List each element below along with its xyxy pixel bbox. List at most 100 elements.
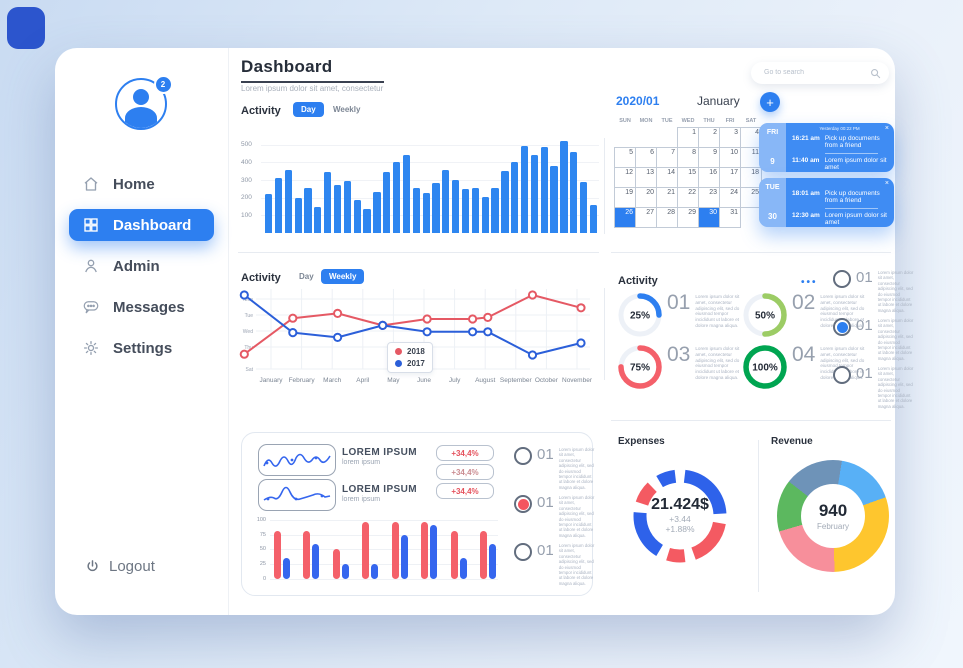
axis-tick-label: 0 xyxy=(262,576,266,582)
home-icon xyxy=(82,175,100,193)
logout-button[interactable]: Logout xyxy=(85,558,155,575)
calendar-day[interactable]: 2 xyxy=(698,127,720,148)
sidebar-item-label: Messages xyxy=(113,298,185,316)
bar-blue xyxy=(459,557,467,579)
expenses-donut-chart xyxy=(633,469,727,563)
svg-text:March: March xyxy=(323,377,341,384)
sidebar-item-home[interactable]: Home xyxy=(69,168,214,200)
notification-date: 9 xyxy=(770,157,775,166)
item-description: Lorem ipsum dolor sit amet, consectetur … xyxy=(877,366,914,409)
notification-card[interactable]: TUE 30 × 18:01 am Pick up documents from a f… xyxy=(759,178,894,227)
bar xyxy=(589,204,598,233)
gauge-ring: 25% xyxy=(618,293,662,337)
bar-red xyxy=(362,521,370,579)
calendar-day[interactable]: 28 xyxy=(656,207,678,228)
calendar-day[interactable]: 9 xyxy=(698,147,720,168)
radio-dot xyxy=(836,321,848,333)
calendar-day[interactable]: 1 xyxy=(677,127,699,148)
notification-text-col: Pick up documents from a friend xyxy=(824,190,887,209)
calendar-day[interactable]: 16 xyxy=(698,167,720,188)
calendar-day[interactable]: 26 xyxy=(614,207,636,228)
calendar-day[interactable]: 29 xyxy=(677,207,699,228)
calendar-day[interactable]: 6 xyxy=(635,147,657,168)
radio-circle[interactable] xyxy=(514,543,532,561)
bar-red xyxy=(303,530,311,579)
radio-dot xyxy=(517,498,529,510)
calendar-day-header: THU xyxy=(703,118,715,124)
close-icon[interactable]: × xyxy=(884,125,889,132)
calendar-day[interactable]: 24 xyxy=(719,187,741,208)
radio-circle[interactable] xyxy=(833,366,851,384)
calendar-day[interactable]: 12 xyxy=(614,167,636,188)
line-chart-legend: 2018 2017 xyxy=(387,342,433,373)
bar xyxy=(501,171,509,233)
calendar-day[interactable]: 13 xyxy=(635,167,657,188)
sidebar-item-admin[interactable]: Admin xyxy=(69,250,214,282)
axis-tick-label: 100 xyxy=(241,211,252,219)
sidebar-item-dashboard[interactable]: Dashboard xyxy=(69,209,214,241)
gridline xyxy=(270,564,498,566)
close-icon[interactable]: × xyxy=(884,180,889,187)
svg-text:July: July xyxy=(449,377,461,384)
notification-text: Lorem ipsum dolor sit amet xyxy=(824,157,887,171)
sidebar-nav: Home Dashboard Admin Messages Settings xyxy=(55,168,228,364)
calendar-day[interactable]: 19 xyxy=(614,187,636,208)
item-number: 01 xyxy=(856,317,873,334)
card-radio-list: 01 Lorem ipsum dolor sit amet, consectetu… xyxy=(514,447,594,587)
svg-text:100%: 100% xyxy=(752,363,778,374)
legend-dot-2018 xyxy=(395,348,402,355)
dashboard-card: 2 Home Dashboard Admin Messages Settings Log… xyxy=(55,48,913,615)
change-badge: +34,4% xyxy=(436,483,494,499)
svg-text:February: February xyxy=(289,377,316,384)
calendar-day[interactable]: 31 xyxy=(719,207,741,228)
calendar-day[interactable]: 8 xyxy=(677,147,699,168)
activity-daily-day-toggle[interactable]: Day xyxy=(293,102,324,117)
notification-day-column: TUE 30 xyxy=(759,178,786,227)
calendar-day[interactable]: 22 xyxy=(677,187,699,208)
calendar-day[interactable]: 5 xyxy=(614,147,636,168)
bar-blue xyxy=(371,564,379,579)
svg-text:Thu: Thu xyxy=(244,345,253,351)
axis-tick-label: 25 xyxy=(259,561,266,568)
calendar-day[interactable]: 3 xyxy=(719,127,741,148)
calendar-day[interactable]: 17 xyxy=(719,167,741,188)
svg-text:May: May xyxy=(387,377,400,384)
calendar-empty-cell xyxy=(636,128,657,148)
item-number: 01 xyxy=(537,542,554,559)
search-input[interactable] xyxy=(751,61,889,84)
search-icon xyxy=(870,66,881,79)
radio-circle[interactable] xyxy=(833,270,851,288)
calendar-day[interactable]: 23 xyxy=(698,187,720,208)
avatar[interactable]: 2 xyxy=(114,75,173,132)
radio-circle[interactable] xyxy=(833,318,851,336)
gauge-description: Lorem ipsum dolor sit amet, consectetur … xyxy=(695,294,740,328)
radio-list-item: 01 Lorem ipsum dolor sit amet, consectetu… xyxy=(833,366,914,409)
sidebar-item-messages[interactable]: Messages xyxy=(69,291,214,323)
calendar-day[interactable]: 27 xyxy=(635,207,657,228)
activity-weekly-day-toggle[interactable]: Day xyxy=(299,272,314,281)
axis-tick-label: 300 xyxy=(241,176,252,184)
calendar-day[interactable]: 30 xyxy=(698,207,720,228)
revenue-donut-chart: 940 February xyxy=(777,460,889,572)
bar xyxy=(461,188,470,233)
radio-circle[interactable] xyxy=(514,495,532,513)
bar-pairs xyxy=(274,511,496,579)
svg-text:April: April xyxy=(356,377,370,384)
activity-daily-weekly-toggle[interactable]: Weekly xyxy=(333,105,361,114)
panel-menu-dots-icon[interactable]: ••• xyxy=(801,277,818,288)
add-event-button[interactable]: + xyxy=(760,92,780,112)
calendar-day[interactable]: 21 xyxy=(656,187,678,208)
notification-card[interactable]: FRI 9 Yesterday 00:22 PM × 16:21 am Pick up d… xyxy=(759,123,894,172)
calendar-day[interactable]: 7 xyxy=(656,147,678,168)
calendar-day[interactable]: 20 xyxy=(635,187,657,208)
item-description: Lorem ipsum dolor sit amet, consectetur … xyxy=(558,447,595,490)
radio-circle[interactable] xyxy=(514,447,532,465)
calendar-day[interactable]: 14 xyxy=(656,167,678,188)
calendar-day[interactable]: 10 xyxy=(719,147,741,168)
svg-text:Wed: Wed xyxy=(243,329,253,335)
gauge-ring: 100% xyxy=(743,345,787,389)
calendar-day[interactable]: 15 xyxy=(677,167,699,188)
notification-header xyxy=(792,181,887,187)
sidebar-item-settings[interactable]: Settings xyxy=(69,332,214,364)
activity-weekly-weekly-toggle[interactable]: Weekly xyxy=(321,269,365,284)
